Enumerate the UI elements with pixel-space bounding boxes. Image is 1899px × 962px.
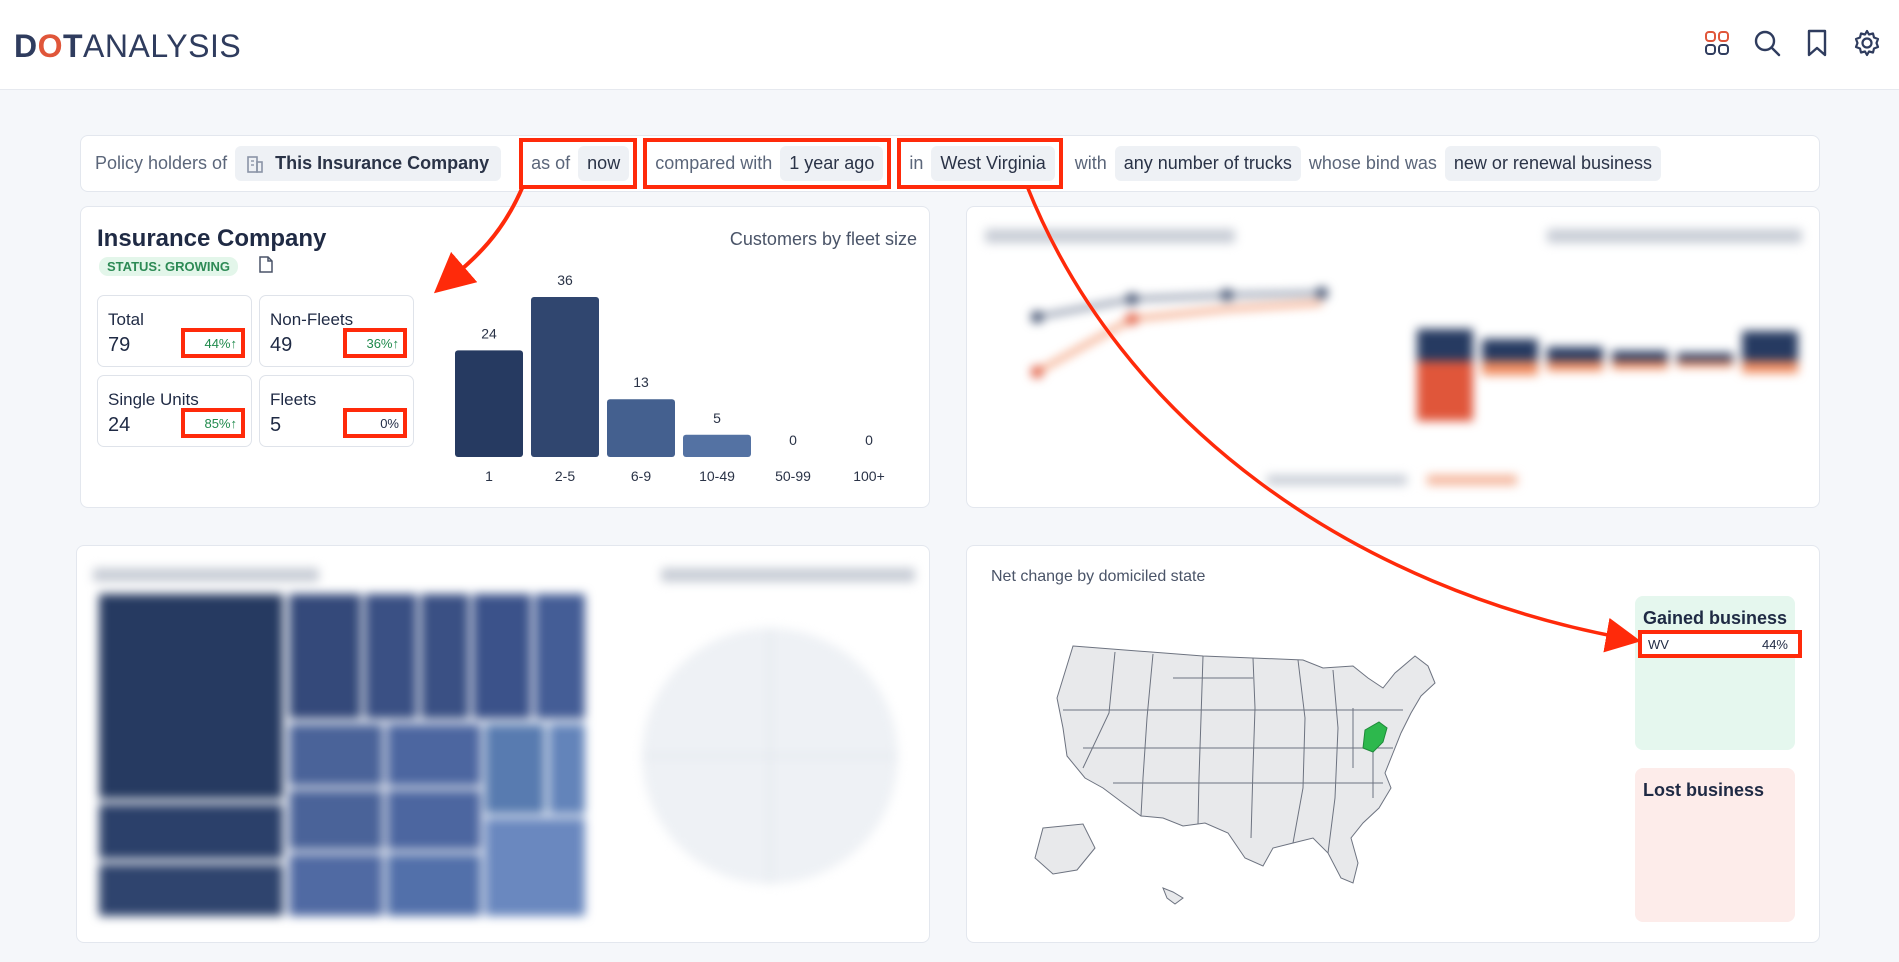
- bar-value-label: 0: [789, 432, 797, 448]
- compared-selector[interactable]: 1 year ago: [780, 146, 884, 181]
- bind-label: whose bind was: [1308, 153, 1437, 173]
- fleet-size-chart-title: Customers by fleet size: [729, 229, 917, 249]
- stat-value: 49: [270, 334, 293, 356]
- document-icon[interactable]: [259, 256, 273, 278]
- grid-icon[interactable]: [1703, 27, 1731, 59]
- bar-value-label: 5: [713, 410, 721, 426]
- state-code: WV: [1648, 636, 1669, 652]
- filter-sentence-bar: Policy holders of This Insurance Company…: [80, 135, 1820, 192]
- bar-value-label: 13: [633, 374, 649, 390]
- gained-business-panel: Gained business WV 44%: [1635, 596, 1802, 750]
- logo-letter-o: O: [37, 28, 63, 64]
- bar-1[interactable]: [455, 350, 523, 457]
- cargo-radius-blurred: [93, 568, 915, 916]
- map-title: Net change by domiciled state: [991, 568, 1206, 585]
- stat-label: Single Units: [108, 390, 199, 409]
- stat-change: 44%↑: [181, 328, 245, 358]
- bar-value-label: 24: [481, 325, 497, 341]
- stat-non-fleets: Non-Fleets 49 36%↑: [259, 295, 414, 367]
- search-icon[interactable]: [1753, 27, 1781, 59]
- stat-value: 79: [108, 334, 131, 356]
- app-logo[interactable]: D O T ANALYSIS: [14, 28, 241, 65]
- logo-letter-d: D: [14, 28, 38, 64]
- gained-business-title: Gained business: [1643, 608, 1788, 628]
- as-of-filter-highlight: as of now: [519, 138, 638, 189]
- bar-value-label: 0: [865, 432, 873, 448]
- stat-value: 5: [270, 414, 282, 436]
- bar-10-49[interactable]: [683, 434, 751, 457]
- with-label: with: [1074, 153, 1107, 173]
- filter-prefix: Policy holders of: [95, 153, 228, 173]
- stat-value: 24: [108, 414, 131, 436]
- west-virginia-state: [1362, 721, 1388, 753]
- lost-business-panel: Lost business: [1635, 768, 1795, 922]
- compared-filter-highlight: compared with 1 year ago: [643, 138, 892, 189]
- lost-business-title: Lost business: [1643, 780, 1765, 800]
- gained-row-wv[interactable]: WV 44%: [1638, 630, 1802, 658]
- status-badge: STATUS: GROWING: [99, 257, 239, 276]
- stat-total: Total 79 44%↑: [97, 295, 252, 367]
- stat-change: 36%↑: [343, 328, 407, 358]
- company-selector[interactable]: This Insurance Company: [235, 146, 502, 181]
- stat-single-units: Single Units 24 85%↑: [97, 375, 252, 447]
- company-name: This Insurance Company: [275, 153, 490, 173]
- logo-letter-t: T: [63, 28, 84, 64]
- bar-2-5[interactable]: [531, 297, 599, 457]
- renewal-charts-blurred: [985, 229, 1802, 485]
- alaska-state: [1034, 823, 1096, 875]
- logo-word-analysis: ANALYSIS: [83, 28, 242, 64]
- stat-fleets: Fleets 5 0%: [259, 375, 414, 447]
- x-tick-label: 2-5: [555, 468, 575, 484]
- hawaii-state: [1162, 887, 1184, 905]
- x-tick-label: 10-49: [699, 468, 735, 484]
- compared-label: compared with: [655, 153, 773, 173]
- domiciled-state-card: Net change by domiciled state Gained bus…: [966, 545, 1820, 943]
- x-tick-label: 1: [485, 468, 493, 484]
- bar-6-9[interactable]: [607, 399, 675, 457]
- fleet-size-bar-chart: 24 1 36 2-5 13 6-9 5 10-49 0 50-99 0 100+: [455, 272, 885, 484]
- bind-selector[interactable]: new or renewal business: [1444, 146, 1662, 181]
- company-summary-card: Insurance Company STATUS: GROWING Total …: [80, 206, 930, 508]
- stat-change: 0%: [343, 408, 407, 438]
- bookmark-icon[interactable]: [1803, 27, 1831, 59]
- cargo-radius-card: [76, 545, 930, 943]
- company-title: Insurance Company: [97, 225, 327, 252]
- renewal-charts-card: [966, 206, 1820, 508]
- stat-label: Total: [108, 310, 144, 329]
- x-tick-label: 6-9: [631, 468, 651, 484]
- state-filter-highlight: in West Virginia: [897, 138, 1063, 189]
- top-bar: D O T ANALYSIS: [0, 0, 1899, 90]
- x-tick-label: 100+: [853, 468, 885, 484]
- gear-icon[interactable]: [1853, 27, 1881, 59]
- state-selector[interactable]: West Virginia: [931, 146, 1055, 181]
- stat-change: 85%↑: [181, 408, 245, 438]
- us-states-map[interactable]: [1023, 638, 1463, 938]
- x-tick-label: 50-99: [775, 468, 811, 484]
- stat-label: Non-Fleets: [270, 310, 354, 329]
- as-of-label: as of: [531, 153, 571, 173]
- stat-label: Fleets: [270, 390, 317, 409]
- building-icon: [247, 155, 263, 173]
- trucks-selector[interactable]: any number of trucks: [1114, 146, 1301, 181]
- as-of-selector[interactable]: now: [578, 146, 630, 181]
- bar-value-label: 36: [557, 272, 573, 288]
- state-pct: 44%: [1761, 636, 1788, 652]
- in-label: in: [909, 153, 924, 173]
